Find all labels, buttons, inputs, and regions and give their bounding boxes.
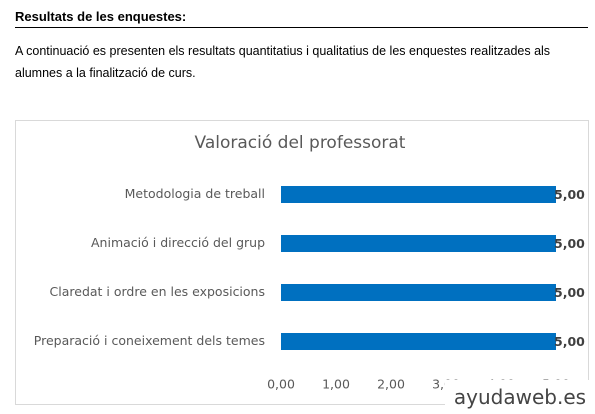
x-tick-label: 2,00 <box>377 377 405 392</box>
bar <box>281 186 556 203</box>
x-tick-label: 0,00 <box>267 377 295 392</box>
value-label: 5,00 <box>554 187 585 202</box>
value-label: 5,00 <box>554 236 585 251</box>
y-tick-label: Preparació i coneixement dels temes <box>34 333 265 348</box>
bar <box>281 235 556 252</box>
y-tick-label: Animació i direcció del grup <box>91 235 265 250</box>
value-label: 5,00 <box>554 285 585 300</box>
paragraph: A continuació es presenten els resultats… <box>15 44 551 80</box>
chart-frame <box>15 120 589 405</box>
x-tick-label: 1,00 <box>322 377 350 392</box>
bar <box>281 333 556 350</box>
value-label: 5,00 <box>554 334 585 349</box>
bar <box>281 284 556 301</box>
y-tick-label: Claredat i ordre en les exposicions <box>50 284 265 299</box>
y-tick-label: Metodologia de treball <box>125 186 265 201</box>
chart-title: Valoració del professorat <box>195 133 406 153</box>
heading: Resultats de les enquestes: <box>15 9 588 28</box>
watermark: ayudaweb.es <box>445 380 595 414</box>
